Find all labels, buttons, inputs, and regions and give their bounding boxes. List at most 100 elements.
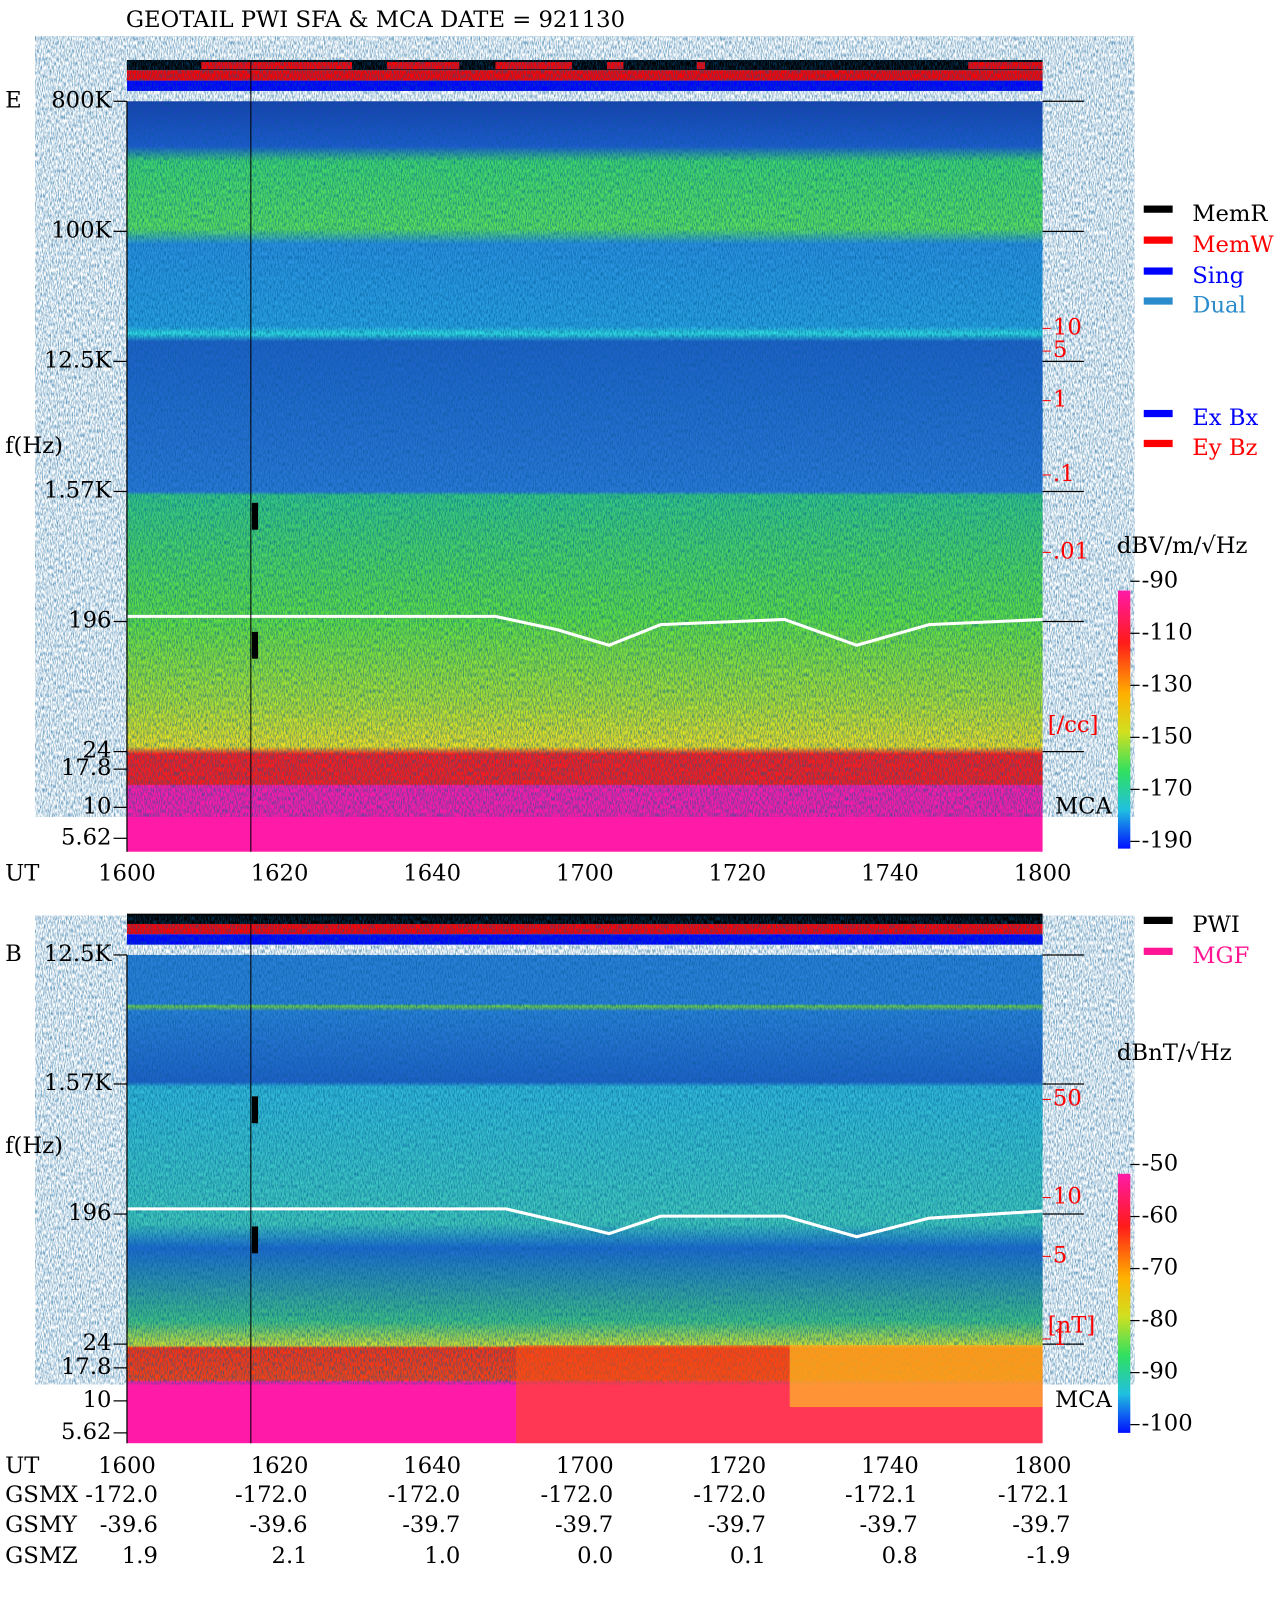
legend-swatch: [1143, 947, 1173, 955]
ephemeris-value: 1.9: [122, 1543, 158, 1569]
y-tick-label: 100K: [51, 217, 112, 243]
density-tick-label: .1: [1053, 461, 1075, 487]
ephemeris-value: -39.7: [402, 1512, 460, 1538]
ephemeris-value: -1.9: [1027, 1543, 1071, 1569]
colorbar-tick-label: -60: [1142, 1203, 1179, 1229]
mca-activity: [789, 1345, 1043, 1408]
spectrogram-noise: [126, 954, 1043, 1346]
status-bar: [126, 80, 1043, 91]
time-axis-label: UT: [5, 1453, 39, 1479]
status-bar: [126, 70, 1043, 81]
legend-swatch: [1143, 439, 1173, 448]
legend-swatch: [1143, 916, 1173, 924]
plasma-line: [126, 1207, 1043, 1239]
x-tick-label: 1740: [861, 1453, 919, 1479]
ephemeris-value: 1.0: [424, 1543, 460, 1569]
y-tick-label: 17.8: [61, 755, 112, 781]
marker: [251, 1096, 259, 1124]
y-tick-label: 12.5K: [44, 941, 113, 967]
x-tick-label: 1740: [861, 860, 919, 886]
colorbar-tick-label: -170: [1142, 775, 1193, 801]
ephemeris-value: 0.1: [730, 1543, 766, 1569]
x-tick-label: 1800: [1014, 860, 1072, 886]
y-tick-label: 196: [68, 1200, 111, 1226]
time-axis-label: UT: [5, 860, 39, 886]
chart-title: GEOTAIL PWI SFA & MCA DATE = 921130: [126, 7, 625, 33]
density-tick-label: 10: [1053, 1184, 1082, 1210]
y-tick-label: 10: [83, 1387, 112, 1413]
density-tick-label: 5: [1053, 1242, 1067, 1268]
units-label: dBV/m/√Hz: [1117, 533, 1248, 559]
marker: [251, 1226, 259, 1254]
y-tick-label: 5.62: [61, 1419, 112, 1445]
y-tick-label: 1.57K: [44, 1070, 113, 1096]
mca-label: MCA: [1055, 1387, 1113, 1413]
ephemeris-value: -39.6: [100, 1512, 158, 1538]
ephemeris-value: -172.0: [235, 1482, 308, 1508]
status-bar: [126, 913, 1043, 924]
x-tick-label: 1700: [556, 860, 614, 886]
x-tick-label: 1620: [251, 860, 309, 886]
legend-label: Ey Bz: [1192, 435, 1257, 461]
y-tick-label: 17.8: [61, 1354, 112, 1380]
panel-label: E: [5, 87, 22, 113]
spectrogram-noise: [126, 101, 1043, 752]
legend-label: MemR: [1192, 201, 1268, 227]
status-bar: [126, 923, 1043, 935]
ephemeris-value: -39.7: [708, 1512, 766, 1538]
legend-label: MemW: [1192, 232, 1274, 258]
y-tick-label: 24: [83, 738, 112, 764]
colorbar-tick-label: -50: [1142, 1151, 1179, 1177]
colorbar-tick-label: -190: [1142, 827, 1193, 853]
colorbar-tick-label: -100: [1142, 1411, 1193, 1437]
y-tick-label: 196: [68, 608, 111, 634]
ephemeris-value: -172.1: [845, 1482, 918, 1508]
x-tick-label: 1720: [709, 860, 767, 886]
colorbar-tick-label: -150: [1142, 723, 1193, 749]
legend-swatch: [1143, 409, 1173, 418]
status-segments: [201, 62, 1043, 70]
density-tick-label: .01: [1053, 538, 1089, 564]
ephemeris-value: -39.7: [859, 1512, 917, 1538]
density-tick-label: 50: [1053, 1085, 1082, 1111]
colorbar-tick-label: -80: [1142, 1307, 1179, 1333]
density-unit: [/cc]: [1048, 712, 1099, 738]
density-tick-label: 1: [1053, 1325, 1067, 1351]
colorbar: [1117, 590, 1131, 849]
ephemeris-value: -39.7: [1012, 1512, 1070, 1538]
ephemeris-value: 2.1: [272, 1543, 308, 1569]
legend-swatch: [1143, 205, 1173, 213]
legend-label: Dual: [1192, 293, 1246, 319]
y-tick-label: 24: [83, 1330, 112, 1356]
density-tick-label: 5: [1053, 337, 1067, 363]
ephemeris-name: GSMY: [5, 1512, 78, 1538]
x-tick-label: 1640: [403, 860, 461, 886]
ephemeris-value: -172.0: [541, 1482, 614, 1508]
density-unit: [nT]: [1048, 1313, 1095, 1339]
marker: [251, 502, 259, 530]
colorbar-tick-label: -130: [1142, 671, 1193, 697]
ephemeris-value: 0.8: [882, 1543, 918, 1569]
units-label: dBnT/√Hz: [1117, 1040, 1232, 1066]
panel-label: B: [5, 941, 22, 967]
ephemeris-value: -172.0: [693, 1482, 766, 1508]
y-tick-label: 10: [83, 793, 112, 819]
density-tick-label: 10: [1053, 314, 1082, 340]
colorbar-tick-label: -90: [1142, 1359, 1179, 1385]
colorbar: [1117, 1173, 1131, 1433]
ephemeris-value: -172.0: [85, 1482, 158, 1508]
y-tick-label: 800K: [51, 87, 112, 113]
ephemeris-value: -39.7: [555, 1512, 613, 1538]
legend-label: Ex Bx: [1192, 405, 1258, 431]
y-tick-label: 1.57K: [44, 477, 113, 503]
colorbar-tick-label: -110: [1142, 619, 1193, 645]
legend-swatch: [1143, 297, 1173, 305]
ephemeris-value: -172.1: [998, 1482, 1071, 1508]
y-tick-label: 5.62: [61, 824, 112, 850]
ephemeris-value: -172.0: [388, 1482, 461, 1508]
y-axis-label: f(Hz): [5, 433, 63, 459]
status-bar: [126, 59, 1043, 71]
x-tick-label: 1720: [709, 1453, 767, 1479]
x-tick-label: 1800: [1014, 1453, 1072, 1479]
